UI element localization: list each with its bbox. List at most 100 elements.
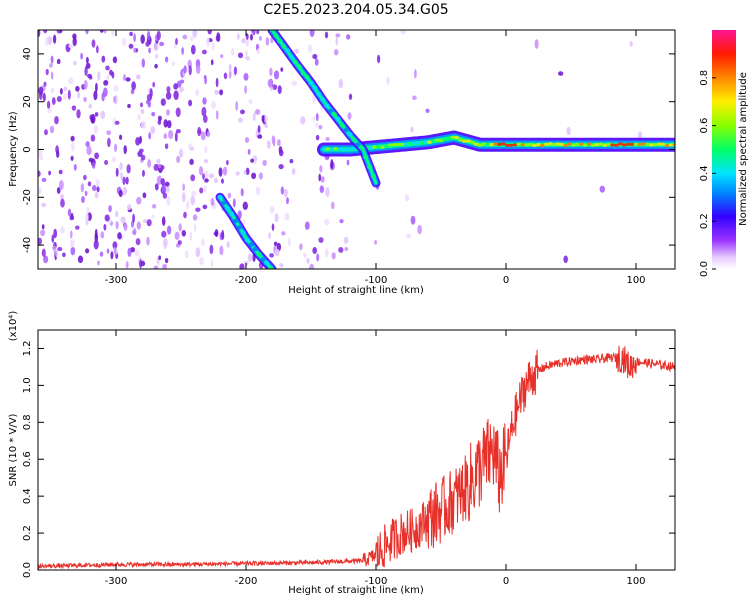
spectrogram-track-spot [649,143,655,147]
spectrogram-noise-blob [87,181,92,187]
spectrogram-noise-blob [120,216,126,224]
spectrogram-noise-blob [534,39,539,49]
spectrogram-noise-blob [278,149,284,157]
spectrogram-track-spot [516,142,522,146]
spectrogram-track-spot [329,147,335,152]
spectrogram-noise-blob [245,167,250,176]
spectrogram-noise-blob [166,195,171,206]
spectrogram-noise-blob [52,34,57,44]
spectrogram-noise-blob [47,108,52,114]
spectrogram-track-spot [660,142,666,146]
spectrogram-noise-blob [122,186,128,196]
spectrogram-noise-blob [204,145,208,154]
spectrogram-noise-blob [300,116,306,125]
spectrogram-noise-blob [425,108,430,114]
spectrogram-noise-blob [133,47,137,54]
spectrogram-noise-blob [203,159,209,164]
spectrogram-noise-blob [97,71,101,81]
spectrogram-noise-blob [218,167,223,177]
spectrogram-noise-blob [325,187,330,197]
spectrogram-noise-blob [117,232,122,240]
spectrogram-noise-blob [184,250,189,259]
spectrogram-track-spot [504,143,510,147]
snr-y-tick-label: 0.2 [22,525,33,541]
spectrogram-track-spot [411,141,417,145]
spectrogram-noise-blob [40,229,46,237]
spectrogram-noise-blob [114,120,120,125]
spectrogram-tracks [215,30,675,269]
spectrogram-noise-blob [42,92,46,102]
spectrogram-noise-blob [73,164,77,171]
spectrogram-noise-blob [122,74,127,82]
spectrogram-noise-blob [77,91,80,99]
spectrogram-noise-blob [86,145,92,156]
spectrogram-noise-blob [173,83,179,90]
spectrogram-noise-blob [307,43,313,54]
spectrogram-noise-blob [188,142,192,149]
spectrogram-noise-blob [189,231,193,241]
spectrogram-noise-blob [164,143,169,150]
spectrogram-track-spot [430,139,436,143]
spectrogram-noise-blob [227,192,232,199]
spectrogram-track-spot [656,142,662,146]
spectrogram-noise-blob [629,40,633,47]
spectrogram-noise-blob [346,159,350,166]
spectrogram-track-spot [399,142,405,147]
spectrogram-noise-blob [83,174,87,181]
spectrogram-track-spot [359,145,365,150]
spectrogram-noise-blob [324,248,329,258]
spectrogram-noise-blob [120,172,124,180]
spectrogram-noise-blob [175,37,178,45]
spectrogram-noise-blob [114,143,118,153]
spectrogram-noise-blob [160,178,166,186]
spectrogram-track-spot [343,127,349,133]
spectrogram-noise-blob [115,221,119,230]
spectrogram-noise-blob [240,109,245,115]
spectrogram-noise-blob [70,246,76,256]
spectrogram-noise-blob [125,261,129,269]
spectrogram-track-spot [551,142,557,147]
spectrogram-noise-blob [85,30,89,35]
spectrogram-noise-blob [127,103,131,109]
spectrogram-track-spot [252,246,258,252]
colorbar-ticks: 0.0 0.2 0.4 0.6 0.8 [699,70,716,277]
spectrogram-track-spot [477,143,483,147]
spectrogram-noise-blob [111,71,115,79]
spectrogram-noise-blob [277,85,282,95]
spectrogram-noise-blob [151,203,157,209]
spectrogram-noise-blob [268,232,271,239]
spectrogram-noise-blob [331,201,335,210]
snr-y-tick-label: 0.4 [22,488,33,504]
spectrogram-noise-blob [136,74,141,80]
spectrogram-noise-blob [45,36,49,47]
spectrogram-noise-blob [135,238,141,246]
spectrogram-noise-blob [166,225,172,235]
spectrogram-noise-blob [291,80,297,86]
spectrogram-noise-blob [57,246,63,252]
spectrogram-noise-blob [75,85,80,92]
spectrogram-noise-blob [183,65,187,74]
spectrogram-noise-blob [200,131,206,141]
spectrogram-noise-blob [197,126,202,137]
spectrogram-x-tick-label: -100 [365,275,388,286]
spectrogram-noise-blob [299,243,303,251]
spectrogram-noise-blob [242,219,246,226]
spectrogram-noise-blob [174,231,180,241]
spectrogram-noise-blob [343,236,349,244]
spectrogram-track-spot [598,142,604,146]
spectrogram-track-spot [602,143,608,147]
spectrogram-noise-blob [103,223,107,231]
spectrogram-x-axis-label: Height of straight line (km) [288,285,424,296]
spectrogram-noise-blob [127,247,132,257]
spectrogram-noise-blob [86,206,90,214]
snr-y-tick-label: 0.8 [22,414,33,430]
spectrogram-noise-blob [331,252,336,260]
colorbar-label: Normalized spectral amplitude [738,72,749,226]
spectrogram-noise-blob [257,134,263,139]
spectrogram-noise-blob [291,167,296,175]
spectrogram-track-spot [497,142,502,146]
colorbar-tick-label: 0.8 [699,70,710,86]
spectrogram-noise-blob [72,36,77,47]
spectrogram-track-spot [465,139,471,143]
